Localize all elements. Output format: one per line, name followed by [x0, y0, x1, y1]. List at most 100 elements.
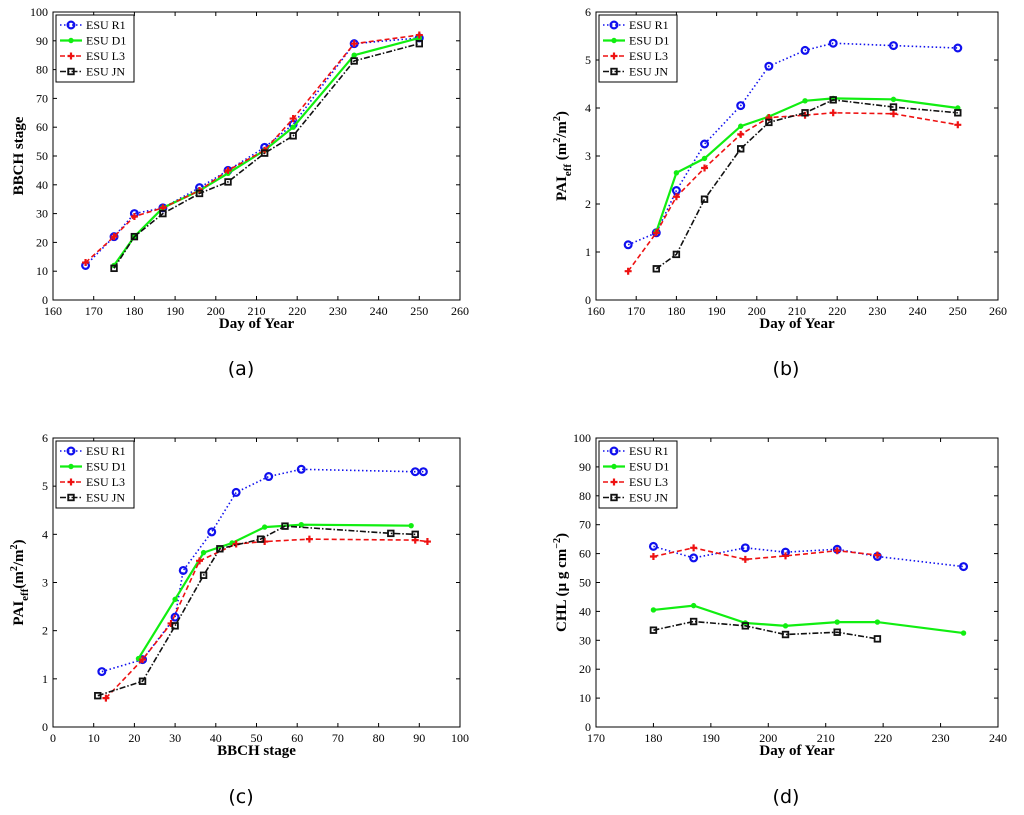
data-point: [66, 446, 76, 456]
x-tick-label: 200: [759, 731, 777, 745]
data-point: [289, 115, 297, 123]
panel-c: 0 10 20 30 40 50 60 70 80 90 100 0 1 2 3 4 5 6 BBCH stage P…: [9, 431, 469, 808]
x-tick-label: 220: [874, 731, 892, 745]
data-point: [94, 691, 102, 700]
y-tick-label: 10: [579, 691, 591, 705]
data-point: [67, 52, 75, 60]
y-axis-label: PAIeff (m2/m2): [552, 111, 574, 201]
y-axis-label: PAIeff(m2/m2): [9, 539, 31, 625]
data-point: [97, 667, 107, 677]
data-point: [801, 109, 809, 117]
legend-entry: ESU JN: [86, 491, 125, 505]
x-tick-label: 80: [373, 731, 385, 745]
y-tick-label: 3: [585, 149, 591, 163]
data-point: [296, 464, 306, 474]
x-tick-label: 220: [828, 304, 846, 318]
series-line-d1: [137, 523, 412, 660]
y-axis-label-sup: 2: [552, 116, 563, 121]
y-axis-label-unit: g cm: [554, 548, 570, 583]
data-point: [765, 118, 773, 127]
data-point: [290, 124, 296, 130]
data-point: [171, 622, 179, 630]
x-tick-label: 170: [85, 304, 103, 318]
x-tick-label: 100: [451, 731, 469, 745]
y-tick-label: 40: [36, 178, 48, 192]
series-line-r1: [653, 545, 964, 568]
data-point: [889, 103, 898, 111]
legend-entry: ESU JN: [629, 65, 668, 79]
y-tick-label: 2: [42, 624, 48, 638]
x-tick-label: 30: [169, 731, 181, 745]
y-tick-label: 90: [36, 34, 48, 48]
y-tick-label: 2: [585, 197, 591, 211]
y-axis-label-main: CHL (: [554, 592, 570, 632]
data-point: [199, 571, 208, 579]
x-tick-label: 160: [44, 304, 62, 318]
data-point: [873, 635, 882, 643]
legend-entry: ESU D1: [629, 34, 669, 48]
x-tick-label: 210: [817, 731, 835, 745]
y-tick-label: 4: [585, 101, 591, 115]
data-point: [953, 43, 963, 53]
legend-entry: ESU R1: [86, 18, 126, 32]
data-point: [800, 45, 810, 55]
data-point: [610, 52, 618, 60]
y-tick-label: 50: [579, 576, 591, 590]
y-tick-label: 50: [36, 149, 48, 163]
y-axis-label-unit: /m: [554, 121, 570, 139]
data-point: [610, 478, 618, 486]
data-point: [298, 522, 304, 528]
data-point: [833, 628, 841, 636]
y-axis-label-unit: /m: [11, 549, 27, 567]
x-tick-label: 180: [644, 731, 662, 745]
data-point: [138, 677, 147, 685]
data-point: [411, 530, 419, 539]
y-axis-label-main: PAI: [11, 601, 27, 626]
data-point: [741, 555, 749, 563]
data-point: [68, 463, 74, 470]
data-point: [700, 195, 709, 203]
y-axis-label-unit: (m: [554, 142, 570, 164]
data-point: [690, 544, 698, 552]
data-point: [652, 229, 660, 237]
series-line-jn: [97, 525, 416, 697]
y-tick-label: 70: [579, 518, 591, 532]
x-tick-label: 90: [413, 731, 425, 745]
y-tick-label: 6: [585, 5, 591, 19]
data-point: [159, 209, 167, 218]
data-point: [624, 267, 632, 275]
x-tick-label: 230: [329, 304, 347, 318]
data-point: [224, 178, 232, 186]
x-tick-label: 230: [868, 304, 886, 318]
y-axis-label-sup: 2: [9, 544, 20, 549]
x-tick-label: 170: [587, 731, 605, 745]
series-line-r1: [101, 468, 424, 673]
data-point: [829, 96, 837, 104]
series-line-l3: [85, 34, 420, 264]
x-tick-label: 0: [50, 731, 56, 745]
data-point: [289, 132, 297, 140]
legend-entry: ESU L3: [629, 49, 668, 63]
y-axis-label-unit: ): [11, 539, 27, 544]
y-tick-label: 90: [579, 460, 591, 474]
y-axis-label-mu: µ: [554, 583, 570, 592]
x-tick-label: 10: [88, 731, 100, 745]
data-point: [673, 170, 680, 176]
x-tick-label: 170: [627, 304, 645, 318]
data-point: [350, 40, 358, 48]
series-line-d1: [653, 604, 964, 635]
y-tick-label: 10: [36, 264, 48, 278]
series-line-l3: [105, 538, 428, 699]
data-point: [782, 623, 789, 629]
panel-a: 160 170 180 190 200 210 220 230 240 250 260 0 10 20 30…: [11, 5, 469, 380]
data-point: [178, 565, 188, 575]
x-tick-label: 220: [288, 304, 306, 318]
series-markers-l3: [624, 109, 962, 275]
data-point: [672, 250, 681, 259]
data-point: [67, 493, 75, 502]
data-point: [170, 612, 180, 622]
